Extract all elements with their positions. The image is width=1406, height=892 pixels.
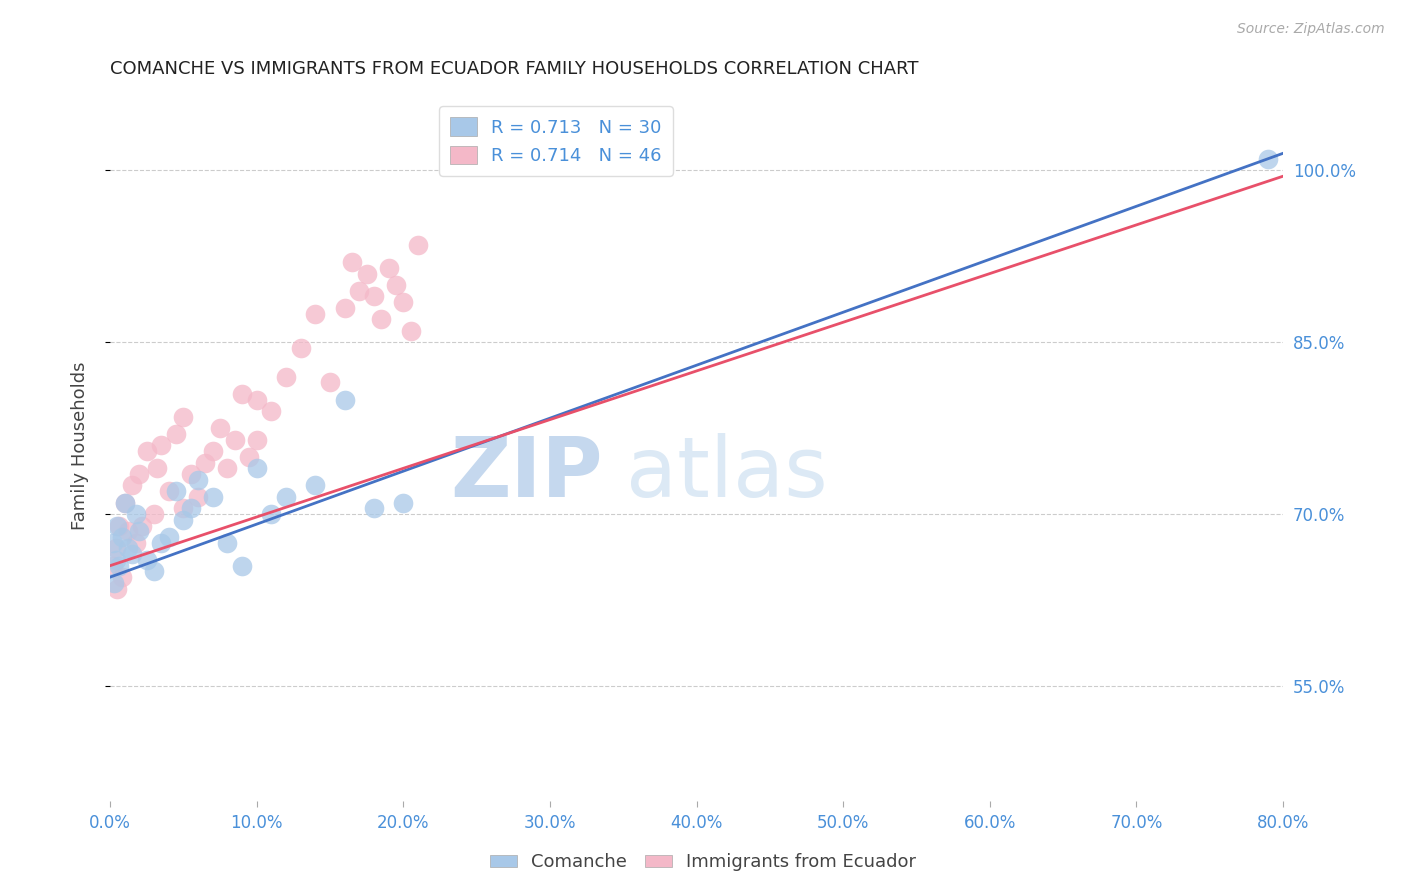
Point xyxy=(304,478,326,492)
Point xyxy=(363,501,385,516)
Point xyxy=(117,541,139,556)
Point xyxy=(143,565,166,579)
Point xyxy=(150,438,173,452)
Point xyxy=(165,426,187,441)
Point xyxy=(180,501,202,516)
Point xyxy=(1257,152,1279,166)
Point xyxy=(143,507,166,521)
Point xyxy=(231,387,253,401)
Point xyxy=(246,461,269,475)
Point xyxy=(349,284,371,298)
Point xyxy=(231,558,253,573)
Point xyxy=(104,553,127,567)
Point xyxy=(319,376,342,390)
Point xyxy=(304,307,326,321)
Point xyxy=(385,278,408,293)
Point xyxy=(187,490,209,504)
Point xyxy=(392,496,415,510)
Point xyxy=(121,547,143,561)
Point xyxy=(101,535,124,549)
Point xyxy=(333,301,356,315)
Legend: Comanche, Immigrants from Ecuador: Comanche, Immigrants from Ecuador xyxy=(482,847,924,879)
Point xyxy=(125,535,148,549)
Point xyxy=(114,496,136,510)
Point xyxy=(201,490,224,504)
Point xyxy=(209,421,232,435)
Point xyxy=(104,541,127,556)
Point xyxy=(274,369,297,384)
Point xyxy=(107,518,129,533)
Point xyxy=(108,558,131,573)
Point xyxy=(246,433,269,447)
Point xyxy=(180,467,202,481)
Point xyxy=(125,507,148,521)
Point xyxy=(238,450,260,464)
Point xyxy=(157,530,180,544)
Point xyxy=(128,467,150,481)
Point xyxy=(131,518,153,533)
Text: atlas: atlas xyxy=(626,434,828,515)
Point xyxy=(392,295,415,310)
Point xyxy=(217,535,239,549)
Text: ZIP: ZIP xyxy=(450,434,603,515)
Point xyxy=(172,501,194,516)
Point xyxy=(363,289,385,303)
Point xyxy=(135,553,157,567)
Point xyxy=(274,490,297,504)
Point xyxy=(333,392,356,407)
Legend: R = 0.713   N = 30, R = 0.714   N = 46: R = 0.713 N = 30, R = 0.714 N = 46 xyxy=(439,106,672,176)
Point xyxy=(399,324,422,338)
Point xyxy=(135,444,157,458)
Point xyxy=(101,558,124,573)
Point xyxy=(356,267,378,281)
Point xyxy=(157,484,180,499)
Point xyxy=(406,238,429,252)
Point xyxy=(146,461,169,475)
Text: COMANCHE VS IMMIGRANTS FROM ECUADOR FAMILY HOUSEHOLDS CORRELATION CHART: COMANCHE VS IMMIGRANTS FROM ECUADOR FAMI… xyxy=(110,60,918,78)
Point xyxy=(108,518,131,533)
Y-axis label: Family Households: Family Households xyxy=(72,361,89,530)
Point xyxy=(121,478,143,492)
Point xyxy=(224,433,246,447)
Point xyxy=(165,484,187,499)
Point xyxy=(260,507,283,521)
Point xyxy=(260,404,283,418)
Point xyxy=(340,255,363,269)
Text: Source: ZipAtlas.com: Source: ZipAtlas.com xyxy=(1237,22,1385,37)
Point xyxy=(150,535,173,549)
Point xyxy=(111,570,134,584)
Point xyxy=(103,575,125,590)
Point xyxy=(246,392,269,407)
Point xyxy=(290,341,312,355)
Point xyxy=(128,524,150,539)
Point xyxy=(114,496,136,510)
Point xyxy=(117,524,139,539)
Point xyxy=(187,473,209,487)
Point xyxy=(111,530,134,544)
Point xyxy=(194,456,217,470)
Point xyxy=(107,582,129,596)
Point xyxy=(377,260,399,275)
Point xyxy=(217,461,239,475)
Point xyxy=(370,312,392,326)
Point xyxy=(172,409,194,424)
Point xyxy=(172,513,194,527)
Point xyxy=(201,444,224,458)
